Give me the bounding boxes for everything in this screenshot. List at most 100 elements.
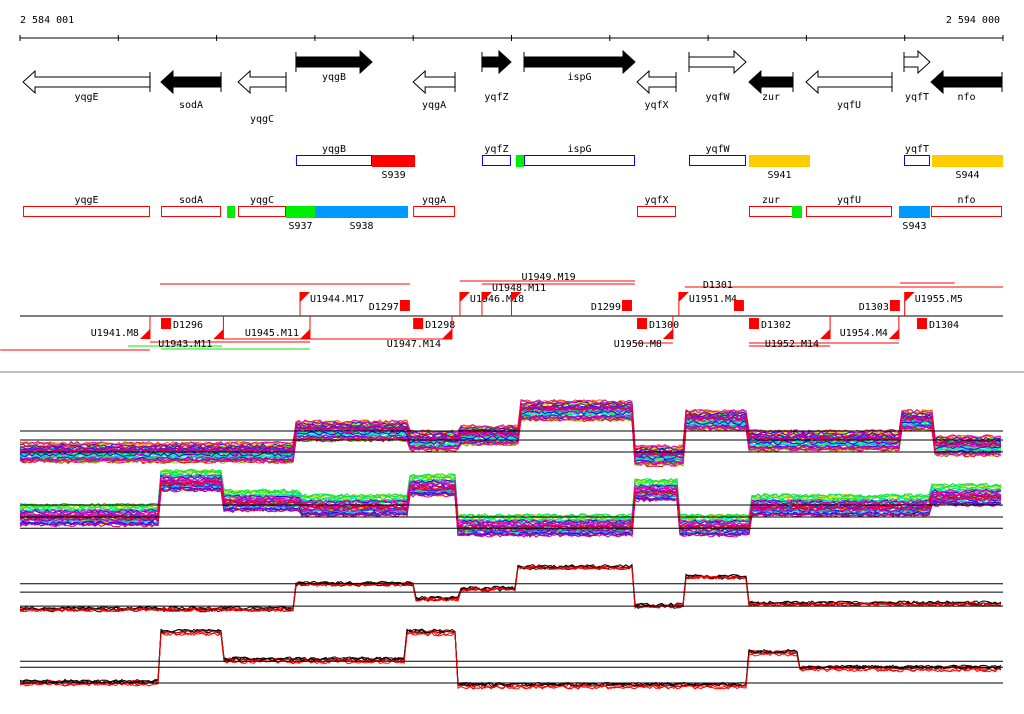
tu-label: D1303 (859, 302, 889, 313)
tu-label: D1299 (591, 302, 621, 313)
segment-fill (372, 155, 416, 167)
tu-terminator-box (889, 300, 900, 311)
segment-fill (515, 155, 525, 167)
segment-box (904, 155, 930, 166)
segment-fill (286, 206, 316, 218)
tu-terminator-box (160, 318, 171, 329)
segment-box (295, 155, 373, 166)
segment-label: yqgE (74, 195, 98, 206)
gene-label: yqfU (837, 100, 861, 111)
gene-label: yqgC (250, 114, 274, 125)
tu-terminator-box (621, 300, 632, 311)
tu-flag-icon (678, 292, 689, 302)
tu-terminator-box (916, 318, 927, 329)
segment-label: S939 (382, 170, 406, 181)
expression-series-line (19, 565, 1002, 613)
expression-series-line (19, 628, 1002, 687)
expression-series-line (19, 630, 1002, 690)
segment-fill (792, 206, 802, 218)
segment-label: nfo (957, 195, 975, 206)
tu-flag-icon (662, 329, 673, 339)
segment-box (524, 155, 636, 166)
gene-label: yqfW (705, 92, 730, 103)
segment-box (931, 206, 1003, 217)
segment-label: S937 (288, 221, 312, 232)
gene-label: sodA (179, 100, 203, 111)
segment-label: S941 (767, 170, 791, 181)
segment-label: yqgA (422, 195, 446, 206)
tu-terminator-box (399, 300, 410, 311)
tu-label: D1300 (649, 320, 679, 331)
expression-series-line (19, 631, 1002, 690)
gene-arrow-yqgC (237, 69, 287, 95)
tu-terminator-box (413, 318, 424, 329)
segment-fill (932, 155, 1003, 167)
expression-panels (19, 398, 1003, 690)
gene-label: zur (762, 92, 780, 103)
expression-series-line (19, 483, 1002, 533)
tu-label: U1946.M18 (470, 294, 524, 305)
gene-label: yqfT (905, 92, 929, 103)
segment-label: zur (762, 195, 780, 206)
coordinate-ruler: 2 584 001 2 594 000 (19, 15, 1004, 41)
tu-label: D1304 (929, 320, 959, 331)
tu-label: U1952.M14 (765, 339, 819, 350)
gene-arrow-ispG (523, 49, 636, 75)
tu-flag-icon (441, 329, 452, 339)
segment-tracks: yqgB S939 yqfZ ispG yqfW S941 yqfT S944 yqgE sodA… (23, 144, 1003, 232)
segment-label: yqgB (322, 144, 346, 155)
segment-label: S944 (955, 170, 979, 181)
gene-arrow-yqfW (688, 49, 747, 75)
segment-label: yqfW (705, 144, 730, 155)
expression-series-line (19, 474, 1002, 525)
tu-label: U1954.M4 (840, 328, 888, 339)
expression-series-line (19, 628, 1002, 687)
gene-label: yqfX (644, 100, 668, 111)
segment-fill (315, 206, 409, 218)
tu-label: U1947.M14 (387, 339, 441, 350)
tu-label: U1955.M5 (915, 294, 963, 305)
segment-box (238, 206, 287, 217)
segment-box (23, 206, 150, 217)
gene-arrow-yqfZ (481, 49, 512, 75)
tu-label: U1951.M4 (689, 294, 737, 305)
expression-series-line (19, 477, 1002, 528)
segment-box (636, 206, 677, 217)
expression-series-line (19, 472, 1002, 523)
segment-label: yqfU (837, 195, 861, 206)
tu-label: U1944.M17 (310, 294, 364, 305)
tu-flag-icon (820, 329, 831, 339)
expression-series-line (19, 468, 1002, 519)
segment-box (688, 155, 747, 166)
expression-series-line (19, 487, 1002, 538)
tu-label: U1941.M8 (91, 328, 139, 339)
segment-box (748, 206, 794, 217)
segment-fill (748, 155, 811, 167)
tu-flag-icon (300, 329, 311, 339)
tu-flag-icon (299, 292, 310, 302)
tu-label: U1950.M8 (614, 339, 662, 350)
gene-arrow-yqgE (22, 69, 151, 95)
gene-label: yqgE (74, 92, 98, 103)
expression-series-line (19, 402, 1002, 452)
tu-flag-icon (904, 292, 915, 302)
segment-box (805, 206, 893, 217)
segment-fill (227, 206, 236, 218)
gene-arrow-yqgB (295, 49, 373, 75)
expression-series-line (19, 563, 1002, 611)
expression-series-line (19, 415, 1002, 466)
tu-flag-icon (511, 292, 522, 302)
segment-label: S938 (349, 221, 373, 232)
tu-flag-icon (888, 329, 899, 339)
segment-label: yqfZ (484, 144, 508, 155)
segment-label: sodA (179, 195, 203, 206)
gene-arrow-yqfT (903, 49, 931, 75)
segment-box (413, 206, 456, 217)
segment-label: yqfT (905, 144, 929, 155)
tu-label: D1297 (369, 302, 399, 313)
gene-label: yqfZ (484, 92, 508, 103)
tu-flag-icon (213, 329, 224, 339)
gene-label: nfo (957, 92, 975, 103)
gene-arrow-zur (748, 69, 794, 95)
